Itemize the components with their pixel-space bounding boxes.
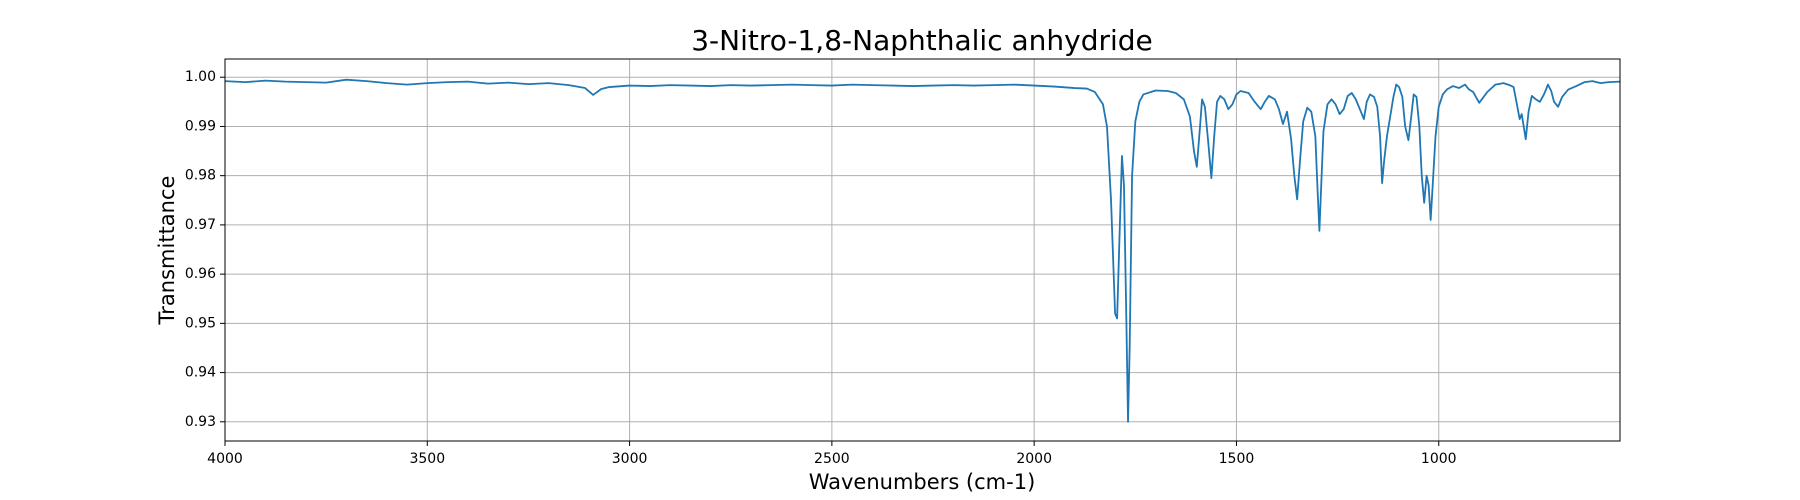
y-tick-label: 0.97 — [185, 217, 216, 233]
x-tick-label: 2500 — [814, 451, 850, 467]
x-tick-label: 2000 — [1016, 451, 1052, 467]
y-tick-label: 0.96 — [185, 266, 216, 282]
y-tick-label: 0.98 — [185, 168, 216, 184]
x-axis-label: Wavenumbers (cm-1) — [809, 470, 1036, 494]
x-tick-label: 1500 — [1219, 451, 1255, 467]
spectrum-line — [224, 78, 1621, 423]
y-tick-label: 0.93 — [185, 414, 216, 430]
chart-title: 3-Nitro-1,8-Naphthalic anhydride — [691, 24, 1153, 57]
x-tick-label: 3500 — [409, 451, 445, 467]
x-tick-label: 1000 — [1421, 451, 1457, 467]
y-tick-label: 1.00 — [185, 69, 216, 85]
plot-frame — [224, 58, 1621, 442]
y-tick-label: 0.99 — [185, 118, 216, 134]
x-tick-label: 3000 — [612, 451, 648, 467]
y-tick-label: 0.94 — [185, 365, 216, 381]
x-tick-label: 4000 — [207, 451, 243, 467]
y-tick-label: 0.95 — [185, 315, 216, 331]
y-axis-label: Transmittance — [155, 176, 179, 326]
